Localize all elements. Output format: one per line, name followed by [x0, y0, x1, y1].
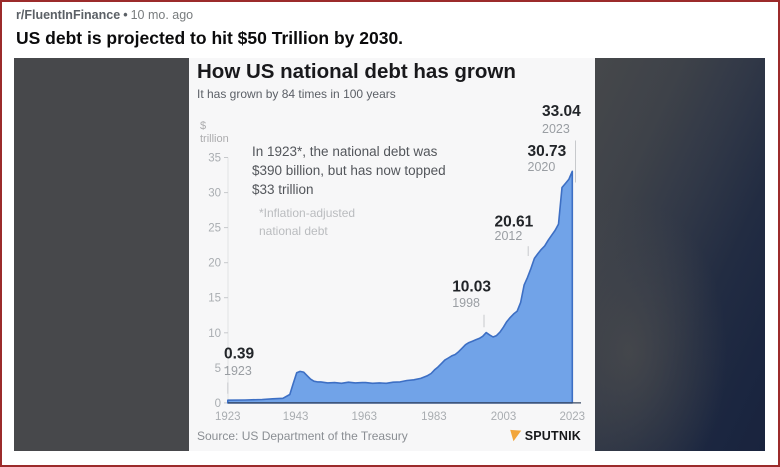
svg-text:1923: 1923 [224, 364, 252, 378]
svg-text:0: 0 [215, 397, 221, 409]
svg-text:30.73: 30.73 [528, 143, 567, 160]
svg-text:0.39: 0.39 [224, 345, 255, 362]
svg-text:20.61: 20.61 [495, 213, 534, 230]
svg-text:35: 35 [208, 152, 221, 164]
svg-text:25: 25 [208, 222, 221, 234]
svg-text:2023: 2023 [542, 122, 570, 136]
svg-text:20: 20 [208, 257, 221, 269]
svg-text:2003: 2003 [491, 411, 517, 423]
svg-text:1983: 1983 [421, 411, 447, 423]
svg-text:30: 30 [208, 187, 221, 199]
svg-text:5: 5 [215, 362, 221, 374]
svg-text:2012: 2012 [495, 229, 523, 243]
svg-text:33.04: 33.04 [542, 103, 581, 120]
svg-text:1963: 1963 [352, 411, 378, 423]
svg-text:10.03: 10.03 [452, 278, 491, 295]
svg-text:2023: 2023 [560, 411, 586, 423]
svg-text:1923: 1923 [215, 411, 241, 423]
svg-text:15: 15 [208, 292, 221, 304]
svg-text:10: 10 [208, 327, 221, 339]
svg-text:2020: 2020 [528, 160, 556, 174]
svg-text:1943: 1943 [283, 411, 309, 423]
svg-text:1998: 1998 [452, 296, 480, 310]
